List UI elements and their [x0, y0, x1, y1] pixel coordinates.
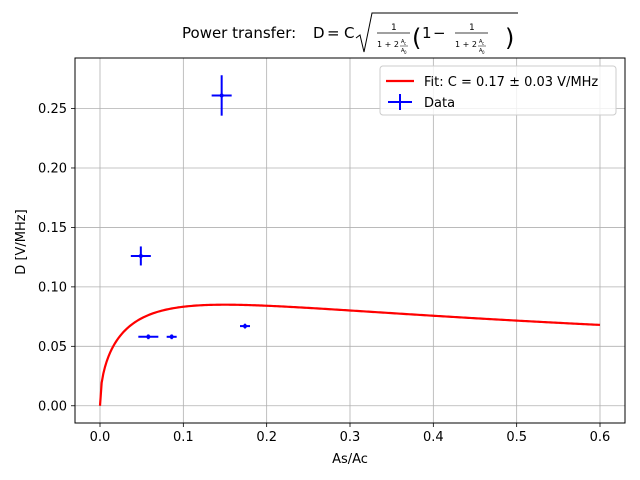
fit-line-layer — [98, 303, 601, 406]
y-tick-label: 0.05 — [38, 340, 67, 355]
data-point — [166, 334, 177, 340]
svg-text:A: A — [401, 48, 405, 54]
svg-text:A: A — [479, 48, 483, 54]
legend-data-swatch — [388, 94, 412, 110]
svg-text:1: 1 — [391, 23, 397, 33]
svg-text:A: A — [401, 39, 405, 45]
y-tick-label: 0.00 — [38, 399, 67, 414]
legend-box — [379, 65, 617, 116]
data-marker — [146, 334, 151, 339]
data-point — [211, 75, 232, 116]
chart-title-formula: D = C 1 1 + 2 A c A 0 ( 1 − 1 1 + 2 A c … — [313, 12, 518, 55]
data-marker — [219, 93, 224, 98]
svg-text:c: c — [404, 41, 406, 46]
chart-title-text: Power transfer: — [182, 24, 296, 42]
svg-text:1 + 2: 1 + 2 — [377, 40, 399, 49]
chart-title: Power transfer: D = C 1 1 + 2 A c A 0 ( … — [182, 12, 518, 55]
svg-text:1 + 2: 1 + 2 — [455, 40, 477, 49]
data-point — [240, 323, 250, 329]
svg-text:0: 0 — [404, 50, 407, 55]
y-tick-label: 0.25 — [38, 102, 67, 117]
svg-text:): ) — [505, 24, 514, 52]
x-tick-label: 0.1 — [173, 430, 194, 445]
x-tick-label: 0.5 — [506, 430, 527, 445]
data-marker — [138, 253, 143, 258]
y-axis-ticks: 0.00 0.05 0.10 0.15 0.20 0.25 — [38, 102, 75, 414]
svg-text:0: 0 — [482, 50, 485, 55]
x-axis-ticks: 0.0 0.1 0.2 0.3 0.4 0.5 0.6 — [90, 423, 611, 445]
y-tick-label: 0.15 — [38, 221, 67, 236]
svg-text:c: c — [482, 41, 484, 46]
svg-text:−: − — [433, 24, 446, 42]
x-tick-label: 0.4 — [423, 430, 444, 445]
svg-text:1: 1 — [469, 23, 475, 33]
svg-text:=: = — [327, 24, 340, 42]
svg-text:A: A — [479, 39, 483, 45]
x-tick-label: 0.3 — [340, 430, 361, 445]
svg-text:(: ( — [412, 24, 421, 52]
fit-line — [98, 303, 601, 406]
x-tick-label: 0.0 — [90, 430, 111, 445]
data-marker — [243, 324, 247, 329]
y-tick-label: 0.20 — [38, 161, 67, 176]
svg-text:C: C — [344, 24, 354, 42]
data-point — [138, 334, 159, 340]
x-tick-label: 0.6 — [590, 430, 611, 445]
x-axis-label: As/Ac — [332, 452, 368, 467]
svg-text:D: D — [313, 24, 325, 42]
y-tick-label: 0.10 — [38, 280, 67, 295]
data-points-layer — [130, 75, 250, 340]
grid-lines — [75, 58, 625, 423]
plot-area: 0.0 0.1 0.2 0.3 0.4 0.5 0.6 0.000.050.100.150.… — [38, 57, 626, 445]
legend: Fit: C = 0.17 ± 0.03 V/MHz Data — [379, 65, 617, 116]
data-point — [130, 246, 151, 266]
y-axis-label: D [V/MHz] — [14, 209, 29, 274]
legend-data-label: Data — [424, 96, 455, 111]
x-tick-label: 0.2 — [256, 430, 277, 445]
svg-text:1: 1 — [422, 24, 432, 42]
legend-fit-label: Fit: C = 0.17 ± 0.03 V/MHz — [424, 75, 598, 90]
data-marker — [169, 334, 174, 339]
